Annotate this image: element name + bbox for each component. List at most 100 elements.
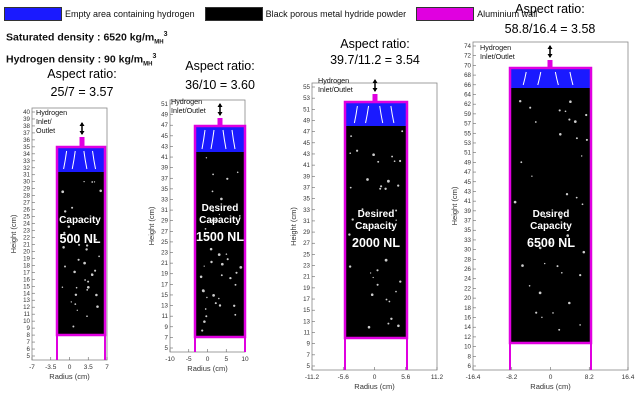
y-tick-label: 41 [464,198,471,205]
powder-particle [349,152,351,154]
y-tick-label: 15 [23,283,30,290]
powder-particle [91,181,93,183]
y-tick-label: 16 [23,276,30,283]
powder-particle [206,297,207,298]
y-tick-label: 21 [23,241,30,248]
y-tick-label: 5 [307,363,311,370]
inlet-pipe [218,118,223,126]
capacity-label: Capacity [59,215,101,226]
powder-particle [350,187,352,189]
aspect-ratio-title: Aspect ratio: [340,37,409,51]
powder-particle [98,256,100,258]
y-tick-label: 26 [23,207,30,214]
capacity-label-2: Capacity [355,221,397,232]
powder-particle [83,181,84,182]
inlet-pipe [80,137,85,146]
y-tick-label: 43 [161,143,168,150]
y-tick-label: 59 [464,111,471,118]
y-tick-label: 21 [161,260,168,267]
y-tick-label: 7 [307,352,311,359]
y-tick-label: 5 [27,353,31,360]
y-tick-label: 30 [23,179,30,186]
y-tick-label: 16 [464,315,471,322]
metal-hydride-powder [510,68,591,343]
hydrogen-space [510,68,591,88]
aspect-ratio-title: Aspect ratio: [47,67,116,81]
y-tick-label: 47 [161,122,168,129]
x-tick-label: -8.2 [506,374,518,381]
y-tick-label: 5 [165,345,169,352]
powder-particle [205,315,207,317]
y-tick-label: 34 [23,151,30,158]
y-tick-label: 6 [27,346,31,353]
y-tick-label: 33 [303,207,310,214]
y-tick-label: 36 [23,137,30,144]
powder-particle [521,264,524,267]
y-tick-label: 31 [23,172,30,179]
y-tick-label: 33 [464,237,471,244]
y-tick-label: 37 [23,130,30,137]
powder-particle [201,330,203,332]
powder-particle [535,121,537,123]
y-tick-label: 31 [303,218,310,225]
y-axis-label: Height (cm) [147,206,156,245]
y-tick-label: 64 [464,91,471,98]
x-tick-label: 0 [373,374,377,381]
y-tick-label: 7 [165,334,169,341]
inlet-pipe [548,60,553,68]
powder-particle [237,172,239,174]
y-tick-label: 33 [161,196,168,203]
powder-particle [229,277,231,279]
powder-particle [226,253,228,255]
y-tick-label: 35 [464,227,471,234]
aspect-ratio-value: 39.7/11.2 = 3.54 [330,53,420,67]
tank-2: Aspect ratio:36/10 = 3.60514947454341393… [147,59,255,373]
inlet-label: Hydrogen [318,76,349,85]
tank-3: Aspect ratio:39.7/11.2 = 3.5455535149474… [289,37,443,391]
capacity-value: 500 NL [60,232,101,246]
y-tick-label: 17 [23,269,30,276]
capacity-label-2: Capacity [530,221,572,232]
powder-particle [226,178,228,180]
powder-particle [71,301,72,302]
y-tick-label: 17 [161,281,168,288]
powder-particle [75,294,77,296]
powder-particle [368,326,371,329]
x-axis-label: Radius (cm) [354,382,395,391]
powder-particle [568,302,571,305]
y-tick-label: 25 [161,239,168,246]
powder-particle [529,285,531,287]
y-tick-label: 19 [23,255,30,262]
y-tick-label: 38 [23,123,30,130]
powder-particle [559,133,562,136]
powder-particle [529,107,531,109]
powder-particle [376,269,378,271]
y-tick-label: 12 [464,334,471,341]
x-tick-label: 0 [549,374,553,381]
x-axis-label: Radius (cm) [49,372,90,381]
capacity-label: Desired [358,209,395,220]
powder-particle [583,251,586,254]
powder-particle [520,161,522,163]
powder-particle [200,276,203,279]
powder-particle [94,270,96,272]
x-axis-label: Radius (cm) [187,364,228,373]
powder-particle [212,174,214,176]
y-tick-label: 18 [464,305,471,312]
powder-particle [202,289,205,292]
capacity-label: Desired [202,203,239,214]
powder-particle [552,312,554,314]
capacity-label-2: Capacity [199,215,241,226]
powder-particle [84,279,86,281]
inlet-label: Inlet/Outlet [318,85,353,94]
powder-particle [212,294,215,297]
y-tick-label: 25 [303,251,310,258]
y-tick-label: 13 [23,297,30,304]
powder-particle [586,139,588,141]
y-tick-label: 14 [464,324,471,331]
powder-particle [221,274,223,276]
y-tick-label: 49 [161,112,168,119]
powder-particle [576,197,578,199]
powder-particle [566,193,568,195]
powder-particle [399,160,401,162]
